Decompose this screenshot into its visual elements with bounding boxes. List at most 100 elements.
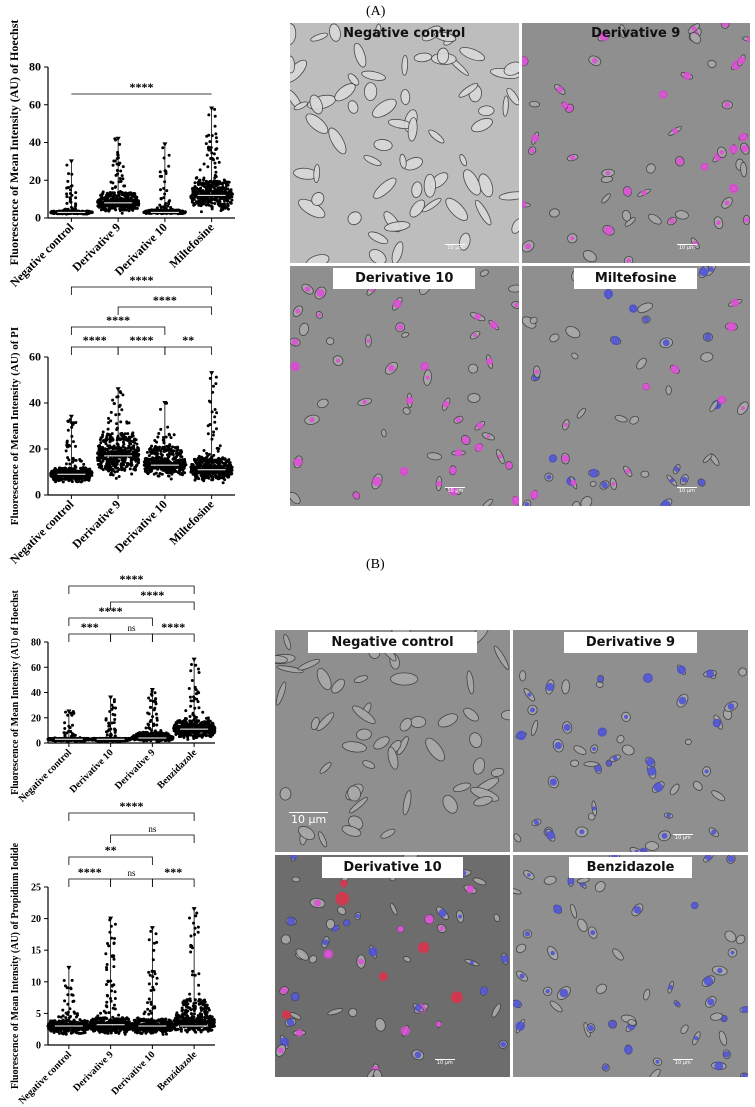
- data-point: [115, 462, 119, 466]
- data-point: [158, 471, 162, 475]
- data-point: [218, 181, 222, 185]
- data-point: [133, 192, 137, 196]
- data-point: [186, 735, 190, 739]
- data-point: [202, 449, 206, 453]
- data-point: [195, 474, 199, 478]
- data-point: [166, 471, 170, 475]
- data-point: [162, 732, 166, 736]
- data-point: [121, 463, 125, 467]
- data-point: [106, 457, 110, 461]
- data-point: [122, 192, 126, 196]
- data-point: [205, 153, 209, 157]
- data-point: [159, 197, 163, 201]
- data-point: [114, 413, 118, 417]
- data-point: [66, 713, 70, 717]
- data-point: [201, 181, 205, 185]
- data-point: [180, 210, 184, 214]
- data-point: [111, 712, 115, 716]
- data-point: [160, 460, 164, 464]
- data-point: [171, 468, 175, 472]
- data-point: [110, 739, 114, 743]
- data-point: [111, 163, 115, 167]
- x-tick-label: Miltefosine: [166, 497, 217, 548]
- data-point: [154, 471, 158, 475]
- data-point: [107, 461, 111, 465]
- data-point: [160, 472, 164, 476]
- data-point: [218, 204, 222, 208]
- data-point: [109, 180, 113, 184]
- data-point: [104, 198, 108, 202]
- data-point: [226, 470, 230, 474]
- data-point: [67, 458, 71, 462]
- y-tick-label: 40: [29, 135, 41, 149]
- data-point: [99, 197, 103, 201]
- data-point: [169, 737, 173, 741]
- data-point: [108, 204, 112, 208]
- data-point: [132, 734, 136, 738]
- data-point: [117, 404, 121, 408]
- data-point: [208, 376, 212, 380]
- data-point: [74, 458, 78, 462]
- data-point: [105, 733, 109, 737]
- max-marker: [209, 371, 215, 376]
- data-point: [112, 698, 116, 702]
- data-point: [167, 454, 171, 458]
- data-point: [159, 407, 163, 411]
- data-point: [129, 191, 133, 195]
- data-point: [206, 165, 210, 169]
- data-point: [214, 181, 218, 185]
- data-point: [153, 466, 157, 470]
- significance-label: ****: [106, 313, 130, 327]
- data-point: [81, 468, 85, 472]
- data-point: [83, 470, 87, 474]
- data-point: [196, 466, 200, 470]
- data-point: [108, 438, 112, 442]
- data-point: [213, 114, 217, 118]
- data-point: [208, 148, 212, 152]
- data-point: [102, 204, 106, 208]
- data-point: [214, 136, 218, 140]
- data-point: [189, 470, 193, 474]
- y-tick-label: 40: [31, 688, 41, 699]
- max-marker: [115, 387, 121, 392]
- data-point: [65, 192, 69, 196]
- data-point: [152, 723, 156, 727]
- data-point: [184, 463, 188, 467]
- data-point: [131, 431, 135, 435]
- data-point: [74, 196, 78, 200]
- max-marker: [108, 695, 114, 701]
- data-point: [129, 456, 133, 460]
- data-point: [206, 432, 210, 436]
- data-point: [73, 444, 77, 448]
- data-point: [114, 706, 118, 710]
- data-point: [101, 200, 105, 204]
- data-point: [111, 473, 115, 477]
- data-point: [98, 201, 102, 205]
- data-point: [209, 185, 213, 189]
- data-point: [69, 711, 73, 715]
- data-point: [226, 465, 230, 469]
- data-point: [101, 430, 105, 434]
- data-point: [99, 208, 103, 212]
- data-point: [181, 467, 185, 471]
- data-point: [96, 462, 100, 466]
- data-point: [131, 450, 135, 454]
- data-point: [88, 737, 92, 741]
- data-point: [117, 446, 121, 450]
- data-point: [89, 210, 93, 214]
- data-point: [221, 474, 225, 478]
- data-point: [135, 442, 139, 446]
- data-point: [198, 178, 202, 182]
- data-point: [149, 462, 153, 466]
- data-point: [109, 471, 113, 475]
- data-point: [74, 420, 78, 424]
- data-point: [193, 181, 197, 185]
- data-point: [123, 468, 127, 472]
- data-point: [214, 175, 218, 179]
- data-point: [122, 184, 126, 188]
- data-point: [120, 211, 124, 215]
- data-point: [157, 732, 161, 736]
- data-point: [98, 438, 102, 442]
- data-point: [216, 191, 220, 195]
